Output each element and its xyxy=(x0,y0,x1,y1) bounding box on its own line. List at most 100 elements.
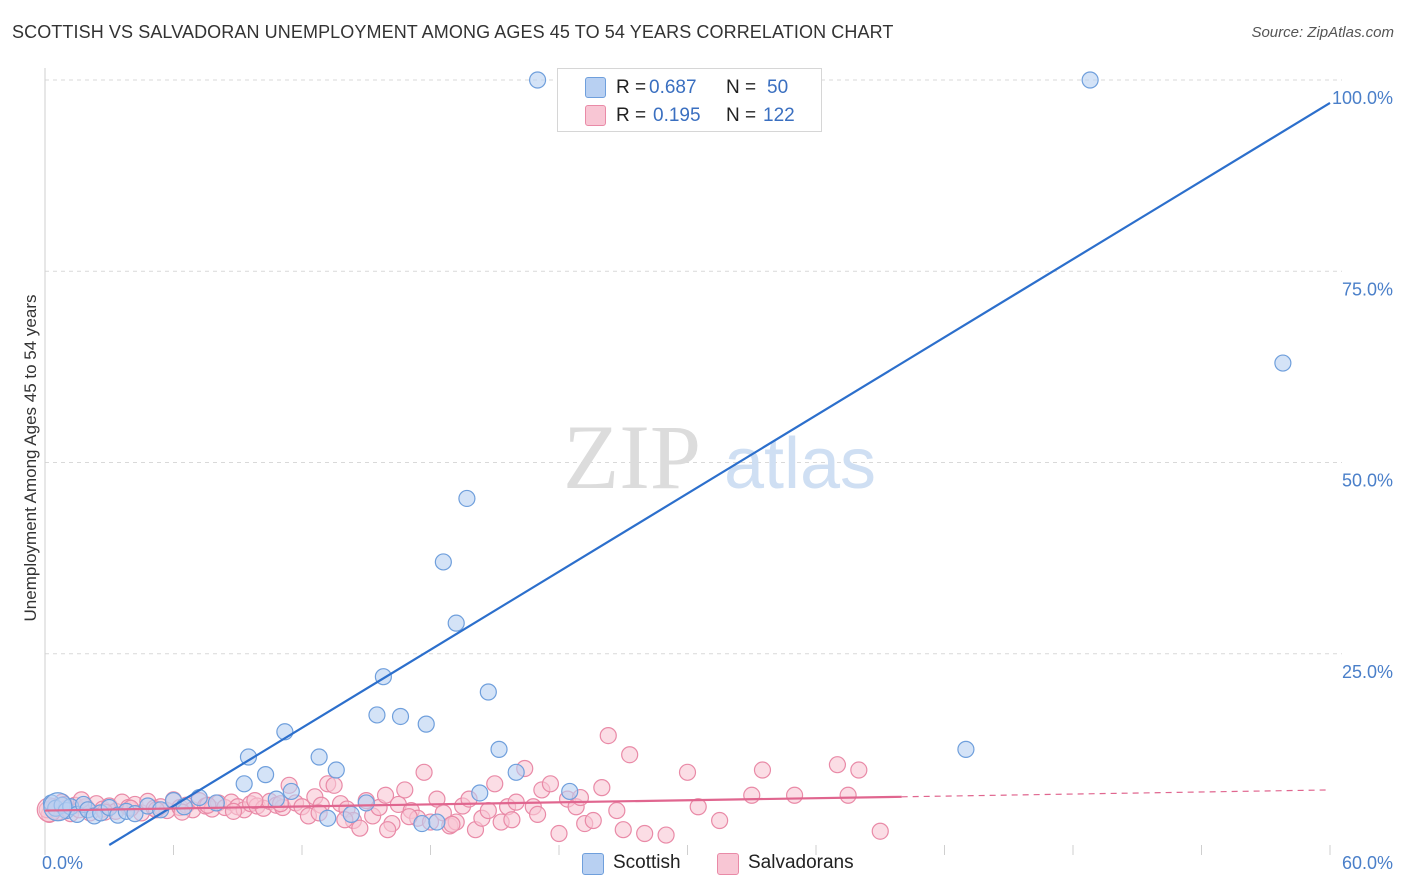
point-salvadoran xyxy=(621,746,639,764)
grid-lines xyxy=(45,79,1342,655)
point-scottish xyxy=(327,761,345,779)
axes xyxy=(44,68,1331,855)
point-salvadoran xyxy=(636,824,654,843)
point-scottish xyxy=(368,706,386,724)
point-salvadoran xyxy=(396,781,414,799)
point-salvadoran xyxy=(351,819,369,837)
point-scottish xyxy=(391,707,410,726)
x-tick-label: 60.0% xyxy=(1342,853,1393,873)
tick-labels: 25.0% 50.0% 75.0% 100.0% 0.0% 60.0% xyxy=(42,88,1393,873)
legend-n-label: N = xyxy=(726,77,757,98)
legend-swatch-scottish xyxy=(585,77,606,98)
point-salvadoran xyxy=(379,821,397,839)
point-salvadoran xyxy=(325,776,343,794)
point-salvadoran xyxy=(584,811,602,830)
point-salvadoran xyxy=(828,756,847,774)
trend-line-scottish xyxy=(108,102,1331,846)
point-salvadoran xyxy=(678,763,697,781)
point-salvadoran xyxy=(657,826,675,844)
point-salvadoran xyxy=(871,822,889,840)
point-salvadoran xyxy=(541,775,560,793)
legend-swatch-scottish xyxy=(582,853,604,875)
point-scottish xyxy=(235,775,253,793)
series-scottish xyxy=(42,71,1292,833)
point-scottish-cluster xyxy=(43,792,73,822)
point-salvadoran xyxy=(743,786,761,804)
legend-r-value: 0.687 xyxy=(649,77,697,98)
point-scottish xyxy=(507,763,525,781)
stats-legend: R = 0.687 N = 50 R = 0.195 N = 122 xyxy=(557,68,822,132)
point-scottish xyxy=(458,489,476,508)
point-scottish xyxy=(957,740,975,758)
series-salvadorans xyxy=(36,727,889,844)
point-salvadoran xyxy=(443,815,461,833)
legend-r-label: R = xyxy=(616,77,647,98)
watermark-zip: ZIP xyxy=(563,406,701,508)
point-salvadoran xyxy=(614,821,632,839)
legend-label-scottish: Scottish xyxy=(613,852,681,873)
watermark-atlas: atlas xyxy=(724,424,876,504)
point-salvadoran xyxy=(428,790,446,808)
point-salvadoran xyxy=(246,792,264,810)
point-salvadoran xyxy=(479,801,497,820)
point-salvadoran xyxy=(528,805,547,824)
point-salvadoran xyxy=(376,786,395,804)
point-salvadoran xyxy=(785,786,804,804)
point-scottish xyxy=(528,71,547,89)
chart-source: Source: ZipAtlas.com xyxy=(1251,24,1394,41)
trend-line-salvadorans-extension xyxy=(901,789,1331,798)
point-salvadoran xyxy=(415,763,433,781)
point-scottish xyxy=(413,814,431,833)
point-scottish xyxy=(357,794,375,812)
point-scottish xyxy=(417,715,435,733)
y-tick-label: 100.0% xyxy=(1332,88,1393,108)
point-scottish xyxy=(239,748,258,766)
point-scottish xyxy=(256,766,275,784)
point-scottish xyxy=(1274,354,1292,372)
series-legend: Scottish Salvadorans xyxy=(0,852,1406,878)
point-scottish xyxy=(175,798,193,816)
point-salvadoran xyxy=(550,824,568,843)
point-salvadoran xyxy=(593,779,611,797)
point-scottish xyxy=(561,782,579,801)
y-axis-label: Unemployment Among Ages 45 to 54 years xyxy=(21,295,40,622)
point-scottish xyxy=(282,782,300,801)
point-scottish xyxy=(490,740,508,758)
point-salvadoran xyxy=(486,775,504,793)
x-tick-label: 0.0% xyxy=(42,853,83,873)
point-scottish xyxy=(428,813,446,831)
point-scottish xyxy=(479,683,497,701)
legend-r-value: 0.195 xyxy=(653,105,701,126)
trend-line-salvadorans xyxy=(44,795,902,812)
point-scottish xyxy=(310,748,328,766)
legend-n-value: 50 xyxy=(767,77,789,98)
legend-swatch-salvadoran xyxy=(585,105,606,126)
point-scottish xyxy=(471,784,489,802)
trend-lines xyxy=(44,102,1331,846)
chart-title: SCOTTISH VS SALVADORAN UNEMPLOYMENT AMON… xyxy=(12,22,894,42)
point-scottish xyxy=(319,809,337,827)
point-salvadoran xyxy=(850,761,868,779)
legend-r-label: R = xyxy=(616,105,647,126)
point-salvadoran xyxy=(839,786,857,804)
point-scottish xyxy=(447,614,465,632)
point-salvadoran xyxy=(689,798,707,816)
legend-swatch-salvadorans xyxy=(717,853,739,875)
point-scottish xyxy=(190,788,208,807)
point-salvadoran xyxy=(608,801,626,820)
point-salvadoran xyxy=(753,761,772,779)
point-salvadoran xyxy=(711,811,729,830)
point-salvadoran xyxy=(599,727,617,745)
legend-label-salvadorans: Salvadorans xyxy=(748,852,854,873)
watermark: ZIP atlas xyxy=(563,406,876,508)
legend-n-value: 122 xyxy=(763,105,795,126)
point-salvadoran xyxy=(503,811,521,829)
point-scottish xyxy=(1081,71,1099,89)
legend-n-label: N = xyxy=(726,105,757,126)
y-tick-label: 25.0% xyxy=(1342,662,1393,682)
point-scottish xyxy=(342,805,360,824)
point-scottish xyxy=(434,553,452,571)
y-tick-label: 75.0% xyxy=(1342,279,1393,299)
y-tick-label: 50.0% xyxy=(1342,471,1393,491)
